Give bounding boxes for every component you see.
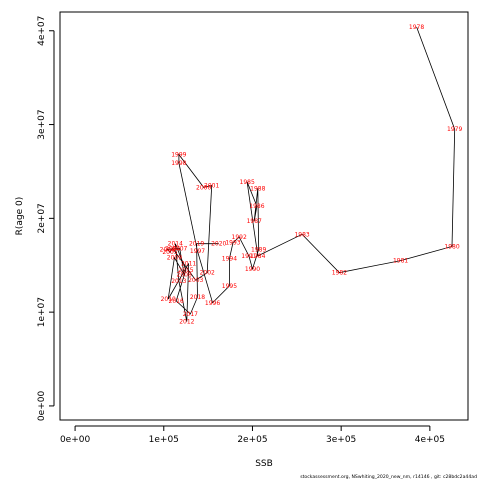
point-label-2012: 2012 — [179, 319, 194, 326]
x-tick-label: 0e+00 — [60, 435, 91, 445]
point-label-2019: 2019 — [189, 241, 204, 248]
point-label-2020: 2020 — [211, 241, 226, 248]
point-label-1995: 1995 — [222, 283, 237, 290]
point-label-1985: 1985 — [240, 179, 255, 186]
x-tick-label: 1e+05 — [149, 435, 179, 445]
y-tick-label: 3e+07 — [37, 109, 47, 139]
y-tick-label: 0e+00 — [37, 391, 47, 422]
point-label-1992: 1992 — [232, 234, 247, 241]
point-label-2013: 2013 — [171, 278, 186, 285]
point-labels: 1978 1979 1980 1981 1982 1983 1984 1985 1986 1987… — [160, 24, 463, 326]
point-label-1987: 1987 — [247, 218, 262, 225]
point-label-1978: 1978 — [409, 24, 424, 31]
point-label-2018: 2018 — [190, 294, 205, 301]
point-label-1994: 1994 — [222, 256, 237, 263]
y-tick-label: 1e+07 — [37, 297, 47, 327]
y-axis: 0e+00 1e+07 2e+07 3e+07 4e+07 — [37, 16, 55, 422]
point-label-1986: 1986 — [249, 203, 264, 210]
y-axis-title: R(age 0) — [15, 197, 25, 236]
point-label-2000: 2000 — [196, 184, 211, 191]
point-label-1999: 1999 — [171, 152, 186, 159]
x-tick-label: 2e+05 — [237, 435, 267, 445]
x-axis: 0e+00 1e+05 2e+05 3e+05 4e+05 — [60, 425, 445, 445]
point-label-2005: 2005 — [162, 249, 177, 256]
y-tick-label: 4e+07 — [37, 16, 47, 46]
point-label-2015: 2015 — [178, 267, 193, 274]
point-label-1983: 1983 — [294, 231, 309, 238]
point-label-1984: 1984 — [250, 253, 265, 260]
point-label-1989: 1989 — [251, 246, 266, 253]
point-label-2010: 2010 — [161, 296, 176, 303]
point-label-2011: 2011 — [181, 260, 196, 267]
point-label-1997: 1997 — [190, 248, 205, 255]
plot-frame — [59, 11, 469, 421]
point-label-1998: 1998 — [171, 160, 186, 167]
point-label-2017: 2017 — [183, 311, 198, 318]
point-label-1982: 1982 — [332, 270, 347, 277]
point-label-1996: 1996 — [205, 300, 220, 307]
point-label-2003: 2003 — [188, 277, 203, 284]
series-line — [166, 26, 456, 322]
point-label-1993: 1993 — [225, 240, 240, 247]
point-label-1991: 1991 — [241, 253, 256, 260]
point-label-1979: 1979 — [447, 126, 462, 133]
point-label-1990: 1990 — [245, 266, 260, 273]
point-label-1981: 1981 — [393, 258, 408, 265]
point-label-1988: 1988 — [250, 185, 265, 192]
point-label-2001: 2001 — [204, 183, 219, 190]
point-label-2014: 2014 — [168, 241, 183, 248]
x-axis-title: SSB — [255, 459, 273, 469]
point-label-2008: 2008 — [177, 272, 192, 279]
point-label-2016: 2016 — [169, 298, 184, 305]
x-tick-label: 3e+05 — [326, 435, 356, 445]
footer-text: stockassessment.org, NSwhiting_2020_new_… — [300, 474, 477, 480]
point-label-2004: 2004 — [165, 245, 180, 252]
point-label-2002: 2002 — [200, 270, 215, 277]
x-tick-label: 4e+05 — [415, 435, 445, 445]
point-label-1980: 1980 — [444, 243, 459, 250]
point-label-2007: 2007 — [172, 245, 187, 252]
point-label-2006: 2006 — [160, 246, 175, 253]
y-tick-label: 2e+07 — [37, 203, 47, 233]
point-label-2009: 2009 — [167, 255, 182, 262]
